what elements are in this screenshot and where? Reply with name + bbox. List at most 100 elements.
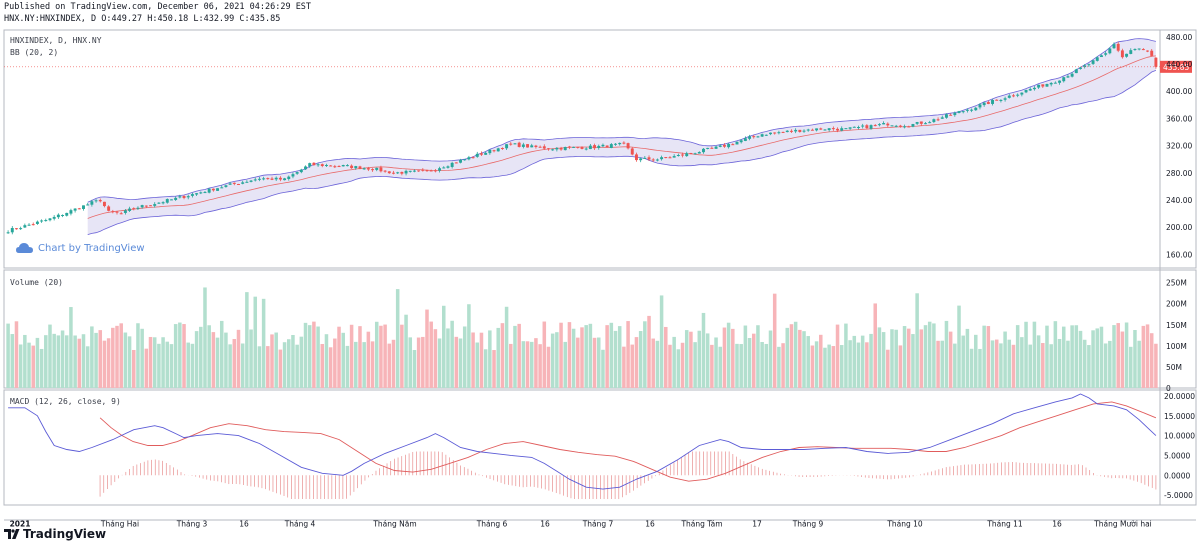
volume-bar (1053, 321, 1058, 388)
candle-body (324, 165, 328, 167)
volume-bar (6, 323, 10, 388)
candle-body (161, 202, 165, 204)
volume-bar (664, 326, 668, 388)
candle-body (220, 187, 224, 189)
candle-body (132, 208, 136, 210)
volume-bar (697, 330, 702, 388)
volume-bar (731, 328, 735, 388)
candle-body (919, 121, 923, 124)
volume-panel-title: Volume (20) (10, 278, 63, 287)
candle-body (1154, 57, 1158, 67)
volume-bar (387, 343, 392, 388)
candle-body (689, 152, 693, 154)
volume-bar (52, 333, 56, 388)
volume-bar (228, 344, 232, 388)
volume-bar (521, 341, 526, 388)
candle-body (341, 164, 345, 167)
candle-body (257, 178, 261, 180)
bb-basis (87, 55, 1156, 219)
candle-body (505, 144, 509, 149)
macd-tick-label: 10.0000 (1164, 432, 1195, 441)
volume-bar (39, 348, 44, 388)
volume-bar (370, 341, 375, 388)
candle-body (56, 214, 60, 218)
candle-body (40, 220, 44, 222)
volume-bar (1129, 346, 1133, 388)
candle-body (287, 176, 291, 180)
volume-bar (781, 343, 785, 388)
volume-bar (1120, 331, 1125, 388)
volume-bar (345, 345, 350, 388)
candle-body (760, 134, 764, 137)
volume-tick-label: 50M (1166, 363, 1182, 372)
volume-bar (203, 287, 207, 388)
tradingview-watermark[interactable]: Chart by TradingView (16, 242, 145, 254)
volume-bar (44, 335, 48, 388)
candle-body (459, 159, 462, 163)
candle-body (304, 166, 307, 170)
candle-body (672, 156, 676, 158)
candle-body (965, 109, 969, 111)
price-tick-label: 320.00 (1166, 142, 1192, 151)
candle-body (1133, 48, 1137, 50)
candle-body (647, 157, 651, 160)
volume-bar (865, 342, 869, 388)
candle-body (371, 169, 375, 171)
volume-bar (764, 343, 769, 388)
time-tick-label: Tháng 11 (986, 520, 1023, 529)
volume-bar (77, 338, 82, 388)
volume-bar (178, 322, 182, 388)
candle-body (517, 142, 521, 147)
volume-bar (1141, 325, 1146, 388)
time-tick-label: Tháng 3 (176, 520, 208, 529)
volume-bar (948, 331, 953, 388)
candle-body (429, 170, 433, 172)
volume-bar (232, 338, 237, 388)
candle-body (769, 132, 772, 135)
volume-bar (199, 326, 203, 388)
candle-body (634, 154, 638, 161)
volume-bar (123, 332, 128, 388)
volume-bar (592, 337, 597, 388)
volume-bar (282, 342, 287, 388)
volume-bar (726, 322, 731, 388)
candle-body (685, 153, 689, 157)
candle-body (530, 145, 534, 148)
volume-bar (827, 344, 831, 388)
candle-body (1070, 73, 1074, 77)
volume-bar (835, 324, 840, 388)
volume-bar (873, 303, 877, 388)
footer-brand[interactable]: TradingView (4, 527, 106, 541)
bb-indicator-title: BB (20, 2) (10, 48, 59, 57)
candle-body (488, 149, 492, 154)
candle-body (119, 213, 123, 215)
bb-fill (87, 38, 1156, 235)
volume-bar (395, 289, 400, 388)
candle-body (676, 155, 680, 157)
volume-bar (253, 296, 258, 388)
volume-bar (647, 315, 651, 388)
candle-body (329, 165, 333, 167)
candle-body (781, 131, 785, 133)
volume-bar (668, 344, 672, 388)
candle-body (882, 123, 886, 125)
candle-body (454, 162, 458, 164)
time-tick-label: Tháng Năm (372, 520, 416, 529)
volume-bar (793, 321, 798, 388)
volume-bar (1015, 325, 1020, 388)
price-tick-label: 280.00 (1166, 169, 1192, 178)
candle-body (207, 188, 211, 193)
volume-bar (18, 344, 23, 388)
volume-bar (337, 326, 341, 388)
volume-bar (860, 335, 865, 388)
volume-bar (982, 325, 986, 388)
volume-bar (1007, 339, 1012, 388)
candle-body (702, 148, 705, 153)
candle-body (681, 154, 685, 156)
volume-bar (643, 321, 647, 388)
candle-body (953, 112, 957, 116)
candle-body (186, 196, 190, 198)
volume-bar (488, 330, 492, 388)
volume-bar (391, 339, 396, 388)
